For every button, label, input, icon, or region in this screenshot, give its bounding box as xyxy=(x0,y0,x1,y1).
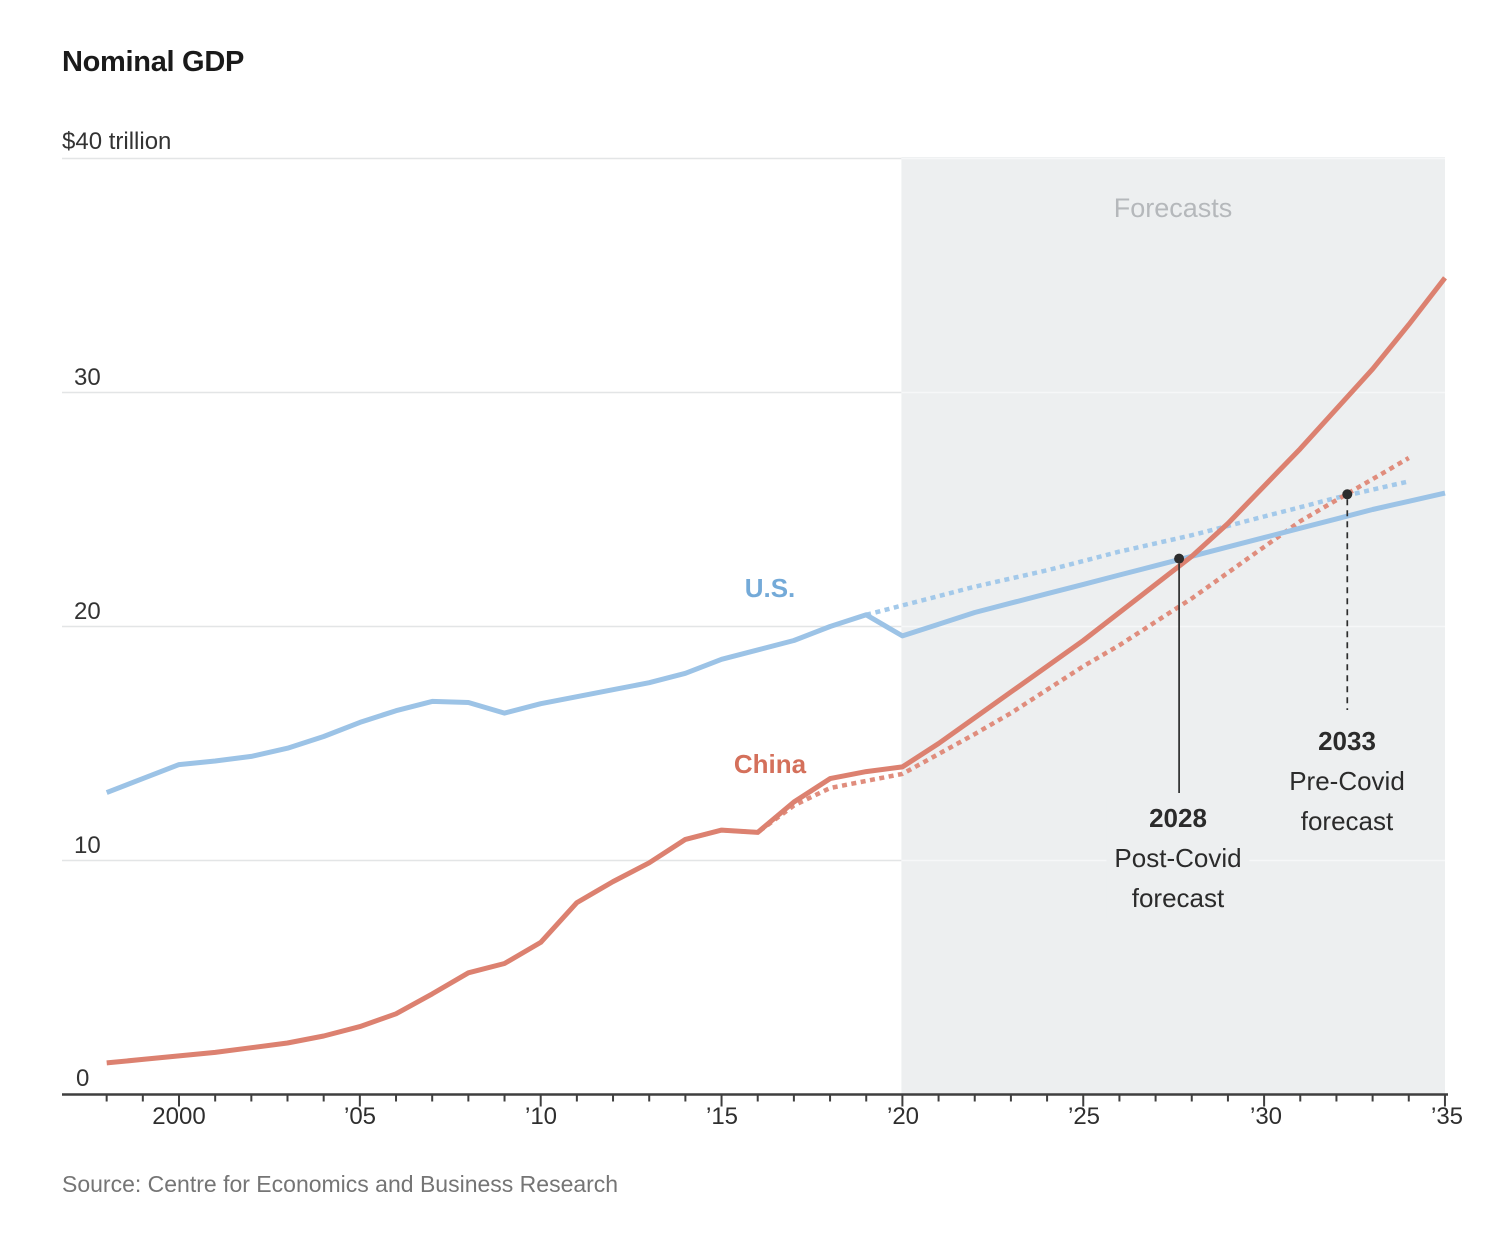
x-tick-2035: ’35 xyxy=(1430,1103,1464,1130)
series-line-china xyxy=(106,276,1447,1066)
y-tick-20: 20 xyxy=(74,598,101,625)
y-tick-0: 0 xyxy=(76,1065,90,1092)
y-axis-unit-label: $40 trillion xyxy=(62,128,172,155)
x-tick-2020: ’20 xyxy=(886,1103,920,1130)
annotation-2033-line2: forecast xyxy=(1300,806,1394,836)
y-tick-10: 10 xyxy=(74,832,101,859)
forecast-region-label: Forecasts xyxy=(1113,193,1233,223)
annotation-dot-2033 xyxy=(1342,489,1353,500)
x-tick-2005: ’05 xyxy=(343,1103,377,1130)
annotation-2033: 2033 Pre-Covid forecast xyxy=(1281,721,1413,841)
annotation-2028-line2: forecast xyxy=(1131,883,1225,913)
annotation-2033-year: 2033 xyxy=(1318,726,1376,756)
us-series-label: U.S. xyxy=(744,573,796,603)
y-tick-30: 30 xyxy=(74,364,101,391)
source-note: Source: Centre for Economics and Busines… xyxy=(62,1171,619,1197)
x-tick-2015: ’15 xyxy=(705,1103,739,1130)
chart-title: Nominal GDP xyxy=(62,46,244,78)
annotation-2028-year: 2028 xyxy=(1149,803,1207,833)
x-tick-2030: ’30 xyxy=(1249,1103,1283,1130)
series-line-china-pre-covid-forecast xyxy=(684,456,1410,842)
series-line-u-s- xyxy=(105,490,1446,795)
x-tick-2025: ’25 xyxy=(1067,1103,1101,1130)
series-line-u-s-pre-covid-forecast xyxy=(865,479,1410,617)
annotation-2028: 2028 Post-Covid forecast xyxy=(1106,798,1250,918)
annotation-dot-2028 xyxy=(1174,553,1185,564)
annotation-2033-line1: Pre-Covid xyxy=(1289,766,1405,796)
annotation-2028-line1: Post-Covid xyxy=(1114,843,1242,873)
x-tick-2010: ’10 xyxy=(524,1103,558,1130)
china-series-label: China xyxy=(733,749,807,779)
x-tick-2000: 2000 xyxy=(152,1103,206,1130)
